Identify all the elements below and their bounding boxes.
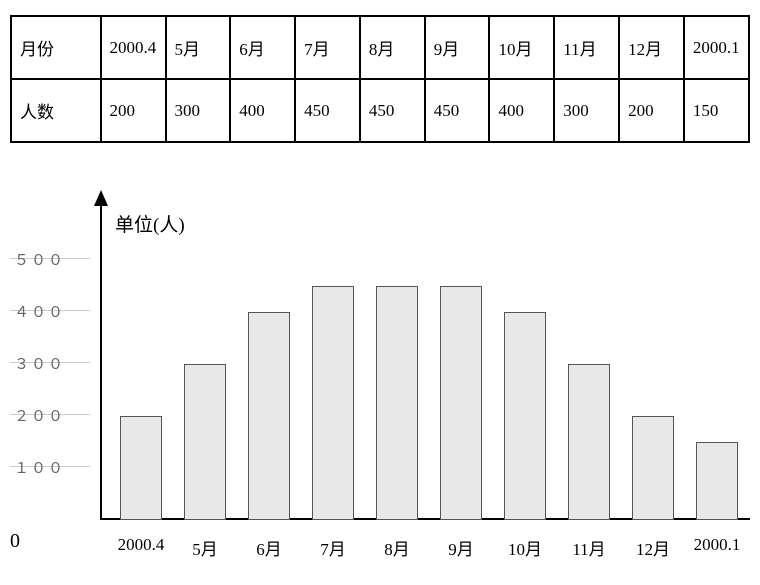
x-category-label: 6月 bbox=[237, 535, 301, 560]
x-category-label: 2000.4 bbox=[109, 535, 173, 555]
x-category-label: 5月 bbox=[173, 535, 237, 560]
col-header: 5月 bbox=[166, 16, 231, 79]
row-header-count: 人数 bbox=[11, 79, 101, 142]
x-category-label: 12月 bbox=[621, 535, 685, 560]
x-category-label: 11月 bbox=[557, 535, 621, 560]
cell-value: 450 bbox=[295, 79, 360, 142]
col-header: 9月 bbox=[425, 16, 490, 79]
col-header: 10月 bbox=[489, 16, 554, 79]
y-tick-label: ３００ bbox=[14, 353, 65, 374]
bar bbox=[312, 286, 354, 520]
cell-value: 200 bbox=[619, 79, 684, 142]
cell-value: 200 bbox=[101, 79, 166, 142]
y-tick-label: １００ bbox=[14, 457, 65, 478]
bar bbox=[696, 442, 738, 520]
bar bbox=[120, 416, 162, 520]
x-category-label: 9月 bbox=[429, 535, 493, 560]
y-axis-title: 单位(人) bbox=[115, 210, 185, 237]
zero-label: 0 bbox=[10, 530, 20, 553]
bar bbox=[184, 364, 226, 520]
bar bbox=[632, 416, 674, 520]
x-category-label: 8月 bbox=[365, 535, 429, 560]
y-tick-label: ２００ bbox=[14, 405, 65, 426]
col-header: 8月 bbox=[360, 16, 425, 79]
bar bbox=[504, 312, 546, 520]
cell-value: 400 bbox=[230, 79, 295, 142]
x-category-label: 2000.1 bbox=[685, 535, 749, 555]
cell-value: 300 bbox=[554, 79, 619, 142]
data-table: 月份 2000.4 5月 6月 7月 8月 9月 10月 11月 12月 200… bbox=[10, 15, 750, 143]
cell-value: 450 bbox=[360, 79, 425, 142]
table-row: 人数 200 300 400 450 450 450 400 300 200 1… bbox=[11, 79, 749, 142]
cell-value: 300 bbox=[166, 79, 231, 142]
x-category-label: 10月 bbox=[493, 535, 557, 560]
cell-value: 400 bbox=[489, 79, 554, 142]
table-row: 月份 2000.4 5月 6月 7月 8月 9月 10月 11月 12月 200… bbox=[11, 16, 749, 79]
col-header: 2000.1 bbox=[684, 16, 749, 79]
col-header: 12月 bbox=[619, 16, 684, 79]
x-category-label: 7月 bbox=[301, 535, 365, 560]
y-tick-label: ４００ bbox=[14, 301, 65, 322]
y-axis bbox=[100, 195, 102, 520]
row-header-month: 月份 bbox=[11, 16, 101, 79]
bar bbox=[248, 312, 290, 520]
y-tick-label: ５００ bbox=[14, 249, 65, 270]
col-header: 7月 bbox=[295, 16, 360, 79]
bar bbox=[440, 286, 482, 520]
col-header: 6月 bbox=[230, 16, 295, 79]
bar-chart: 单位(人) 0 １００ ２００ ３００ ４００ ５００ 2000.45月6月7月8月9月… bbox=[0, 190, 760, 580]
cell-value: 150 bbox=[684, 79, 749, 142]
bar bbox=[568, 364, 610, 520]
col-header: 11月 bbox=[554, 16, 619, 79]
bar bbox=[376, 286, 418, 520]
col-header: 2000.4 bbox=[101, 16, 166, 79]
cell-value: 450 bbox=[425, 79, 490, 142]
